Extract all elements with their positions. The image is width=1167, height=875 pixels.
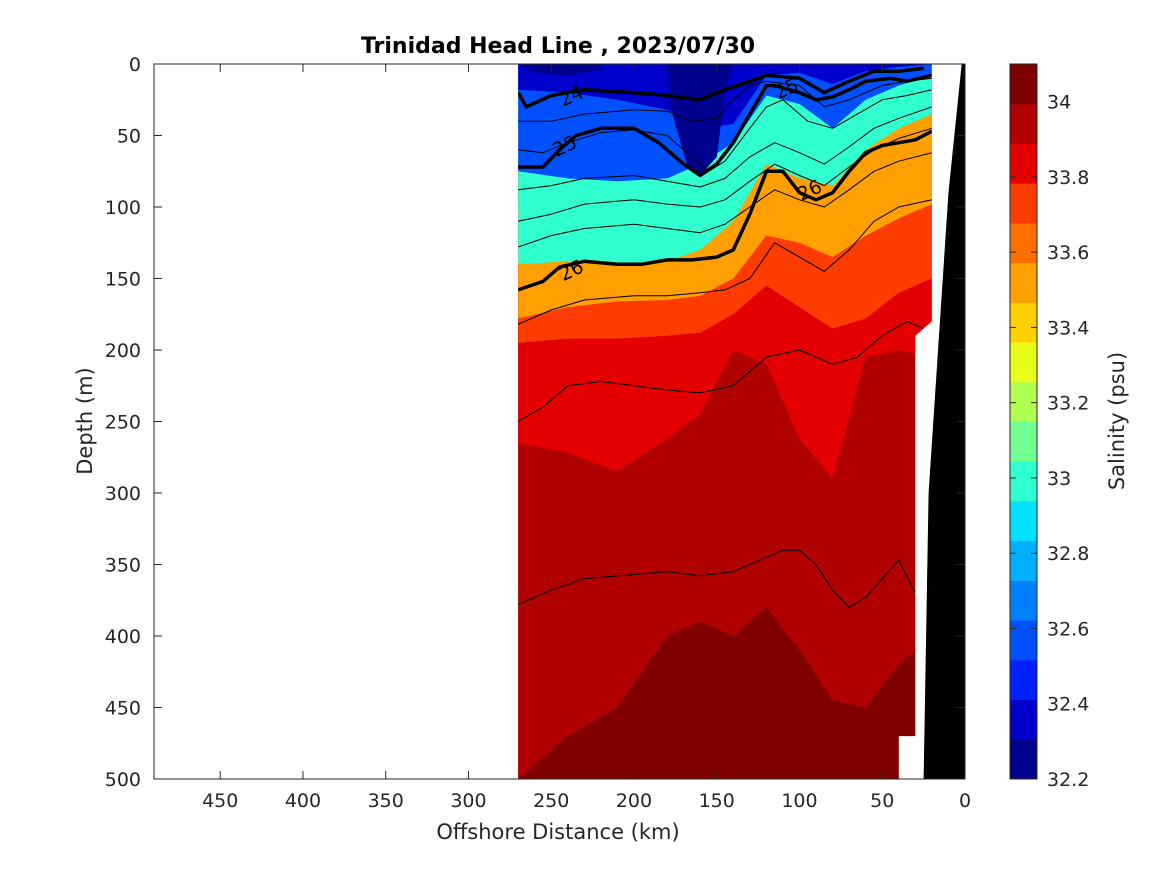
- thin-density-contours: [518, 77, 932, 608]
- colorbar-tick-label-2: 32.6: [1047, 618, 1089, 640]
- colorbar-segment-0: [1010, 739, 1037, 780]
- thin-contour-5: [518, 199, 932, 325]
- colorbar-frame: [1009, 63, 1038, 780]
- colorbar-segment-2: [1010, 659, 1037, 701]
- x-axis-label: Offshore Distance (km): [436, 820, 679, 844]
- density-contour-26: [518, 129, 932, 292]
- y-tick-label-6: 300: [105, 483, 141, 505]
- thin-contour-0: [518, 77, 932, 122]
- x-tick-label-0: 450: [202, 790, 238, 812]
- colorbar-segment-6: [1010, 500, 1037, 542]
- thin-contour-4: [518, 152, 932, 248]
- density-contour-24: [518, 66, 924, 109]
- colorbar-tick-label-3: 32.8: [1047, 543, 1089, 565]
- colorbar-segment-13: [1010, 222, 1037, 264]
- x-tick-label-3: 300: [450, 790, 486, 812]
- colorbar-segment-12: [1010, 262, 1037, 303]
- colorbar-tick-label-1: 32.4: [1047, 694, 1089, 716]
- salinity-field: [518, 64, 932, 779]
- colorbar-segment-9: [1010, 381, 1037, 422]
- x-axis: 450 400 350 300 250 200 150 100 50 0: [202, 64, 971, 812]
- colorbar-segment-10: [1010, 342, 1037, 383]
- colorbar-segment-4: [1010, 580, 1037, 621]
- y-tick-label-5: 250: [105, 412, 141, 434]
- colorbar-segment-3: [1010, 620, 1037, 661]
- colorbar-segment-1: [1010, 699, 1037, 740]
- colorbar-segment-7: [1010, 461, 1037, 502]
- colorbar-label: Salinity (psu): [1105, 352, 1129, 490]
- y-tick-label-10: 500: [105, 769, 141, 791]
- x-tick-label-7: 100: [781, 790, 817, 812]
- thin-contour-6: [518, 320, 924, 422]
- y-tick-label-8: 400: [105, 626, 141, 648]
- colorbar-segment-17: [1010, 64, 1037, 105]
- x-tick-label-4: 250: [533, 790, 569, 812]
- y-axis-label: Depth (m): [73, 367, 97, 474]
- x-tick-label-1: 400: [285, 790, 321, 812]
- colorbar-segment-15: [1010, 143, 1037, 184]
- major-density-contours: [518, 66, 932, 292]
- x-tick-label-6: 150: [699, 790, 735, 812]
- colorbar-tick-label-8: 33.8: [1047, 167, 1089, 189]
- colorbar-segment-5: [1010, 540, 1037, 581]
- y-tick-label-2: 100: [105, 197, 141, 219]
- colorbar-tick-label-7: 33.6: [1047, 242, 1089, 264]
- y-tick-label-9: 450: [105, 698, 141, 720]
- seafloor-shape: [923, 64, 965, 779]
- thin-contour-3: [518, 127, 932, 222]
- chart-title: Trinidad Head Line , 2023/07/30: [361, 34, 755, 59]
- y-tick-label-1: 50: [117, 126, 141, 148]
- colorbar-tick-label-4: 33: [1047, 468, 1071, 490]
- density-contour-25: [518, 73, 932, 178]
- y-tick-label-4: 200: [105, 340, 141, 362]
- thin-contour-7: [518, 549, 916, 608]
- colorbar-segment-8: [1010, 421, 1037, 462]
- x-tick-label-9: 0: [959, 790, 971, 812]
- y-axis: 0 50 100 150 200 250 300 350 400 450 500: [105, 54, 965, 791]
- y-tick-label-0: 0: [129, 54, 141, 76]
- colorbar-segment-16: [1010, 103, 1037, 144]
- thin-contour-2: [518, 106, 932, 191]
- fresh-patch-offshore: [521, 64, 601, 76]
- colorbar-tick-label-5: 33.2: [1047, 393, 1089, 415]
- y-tick-label-3: 150: [105, 269, 141, 291]
- x-tick-label-5: 200: [616, 790, 652, 812]
- colorbar-tick-label-9: 34: [1047, 92, 1071, 114]
- x-tick-label-2: 350: [368, 790, 404, 812]
- thin-contour-1: [518, 89, 932, 172]
- seafloor-bathymetry: [898, 64, 965, 779]
- colorbar-segment-11: [1010, 302, 1037, 343]
- colorbar-tick-label-0: 32.2: [1047, 769, 1089, 791]
- colorbar-tick-label-6: 33.4: [1047, 317, 1089, 339]
- salinity-band-32.6: [518, 64, 932, 129]
- colorbar: 32.2 32.4 32.6 32.8 33 33.2 33.4 33.6 33.8 34: [1009, 63, 1089, 791]
- y-tick-label-7: 350: [105, 555, 141, 577]
- x-tick-label-8: 50: [870, 790, 894, 812]
- colorbar-segment-14: [1010, 183, 1037, 224]
